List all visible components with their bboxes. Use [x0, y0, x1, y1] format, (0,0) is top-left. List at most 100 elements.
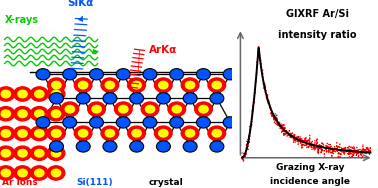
- Circle shape: [76, 141, 90, 152]
- Circle shape: [181, 78, 199, 92]
- Circle shape: [0, 166, 15, 180]
- Circle shape: [115, 102, 132, 116]
- Circle shape: [76, 93, 90, 104]
- Circle shape: [199, 105, 208, 113]
- Circle shape: [185, 81, 195, 89]
- Circle shape: [143, 69, 157, 80]
- Circle shape: [208, 78, 226, 92]
- Circle shape: [1, 169, 11, 177]
- Circle shape: [128, 126, 146, 140]
- Circle shape: [47, 146, 65, 160]
- Circle shape: [50, 141, 64, 152]
- Circle shape: [212, 81, 222, 89]
- Circle shape: [61, 102, 79, 116]
- Circle shape: [210, 141, 224, 152]
- Circle shape: [130, 93, 144, 104]
- Circle shape: [51, 90, 61, 98]
- Circle shape: [51, 169, 61, 177]
- Circle shape: [105, 130, 115, 137]
- Circle shape: [116, 69, 130, 80]
- Circle shape: [47, 87, 65, 101]
- Circle shape: [63, 117, 77, 128]
- Circle shape: [50, 93, 64, 104]
- Circle shape: [197, 117, 211, 128]
- Circle shape: [128, 78, 146, 92]
- Text: SiKα: SiKα: [67, 0, 93, 8]
- Circle shape: [223, 117, 237, 128]
- Text: GIXRF Ar/Si: GIXRF Ar/Si: [286, 9, 349, 19]
- Circle shape: [172, 105, 181, 113]
- Text: Si(111): Si(111): [77, 178, 113, 187]
- Circle shape: [156, 141, 170, 152]
- Circle shape: [185, 130, 195, 137]
- Circle shape: [208, 126, 226, 140]
- Circle shape: [183, 141, 197, 152]
- Text: X-rays: X-rays: [5, 15, 39, 25]
- Circle shape: [195, 102, 212, 116]
- Circle shape: [18, 110, 27, 118]
- Circle shape: [159, 81, 168, 89]
- Circle shape: [79, 130, 88, 137]
- Circle shape: [74, 126, 92, 140]
- Circle shape: [35, 90, 44, 98]
- Circle shape: [210, 93, 224, 104]
- Circle shape: [130, 141, 144, 152]
- Circle shape: [18, 169, 27, 177]
- Text: Grazing X-ray: Grazing X-ray: [276, 163, 344, 172]
- Circle shape: [0, 87, 15, 101]
- Circle shape: [31, 166, 48, 180]
- Circle shape: [101, 126, 119, 140]
- Circle shape: [170, 117, 184, 128]
- Circle shape: [212, 130, 222, 137]
- Circle shape: [31, 126, 48, 141]
- Circle shape: [1, 149, 11, 157]
- Circle shape: [155, 78, 172, 92]
- Circle shape: [47, 166, 65, 180]
- Circle shape: [155, 126, 172, 140]
- Text: crystal: crystal: [149, 178, 184, 187]
- Circle shape: [183, 93, 197, 104]
- Circle shape: [18, 149, 27, 157]
- Circle shape: [36, 69, 50, 80]
- Circle shape: [14, 126, 31, 141]
- Circle shape: [197, 69, 211, 80]
- Text: incidence angle: incidence angle: [270, 177, 350, 186]
- Circle shape: [1, 90, 11, 98]
- Circle shape: [36, 117, 50, 128]
- Circle shape: [14, 87, 31, 101]
- Circle shape: [52, 81, 61, 89]
- Circle shape: [52, 130, 61, 137]
- Circle shape: [156, 93, 170, 104]
- Circle shape: [132, 81, 141, 89]
- Circle shape: [170, 69, 184, 80]
- Circle shape: [63, 69, 77, 80]
- Circle shape: [14, 107, 31, 121]
- Circle shape: [31, 87, 48, 101]
- Circle shape: [35, 169, 44, 177]
- Circle shape: [35, 110, 44, 118]
- Circle shape: [92, 105, 101, 113]
- Circle shape: [51, 110, 61, 118]
- Circle shape: [141, 102, 159, 116]
- Circle shape: [119, 105, 128, 113]
- Circle shape: [116, 117, 130, 128]
- Circle shape: [35, 130, 44, 137]
- Circle shape: [223, 69, 237, 80]
- Circle shape: [51, 130, 61, 137]
- Text: intensity ratio: intensity ratio: [278, 30, 357, 40]
- Circle shape: [14, 166, 31, 180]
- Circle shape: [90, 117, 104, 128]
- Circle shape: [79, 81, 88, 89]
- Circle shape: [51, 149, 61, 157]
- Circle shape: [18, 90, 27, 98]
- Circle shape: [146, 105, 155, 113]
- Circle shape: [47, 126, 65, 141]
- Circle shape: [47, 107, 65, 121]
- Circle shape: [143, 117, 157, 128]
- Circle shape: [35, 149, 44, 157]
- Circle shape: [181, 126, 199, 140]
- Circle shape: [88, 102, 105, 116]
- Circle shape: [31, 146, 48, 160]
- Circle shape: [132, 130, 141, 137]
- Circle shape: [168, 102, 186, 116]
